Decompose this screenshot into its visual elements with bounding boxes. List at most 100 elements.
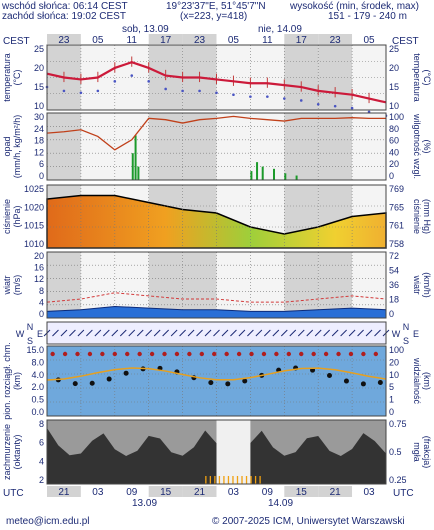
utc-right: UTC: [393, 488, 414, 499]
panel-unit-left: (oktanty): [12, 434, 22, 469]
visibility-dot: [224, 351, 229, 357]
bottom-hour-label: 21: [58, 487, 70, 498]
wind-arrow: [128, 329, 136, 337]
fog-bar: [254, 476, 257, 484]
time-shade: [47, 113, 81, 180]
cloud-dot: [72, 381, 78, 387]
visibility-dot: [261, 351, 267, 357]
visibility-dot: [187, 351, 192, 357]
bottom-hour-label: 09: [262, 487, 274, 498]
dewpoint-dot: [266, 95, 269, 98]
time-shade: [250, 252, 285, 318]
panel-unit-left: (hPa): [12, 205, 22, 227]
time-shade: [284, 113, 319, 180]
hour-cell: [148, 34, 183, 44]
hour-cell: [148, 486, 183, 497]
footer-copyright: © 2007-2025 ICM, Uniwersytet Warszawski: [212, 516, 405, 527]
dewpoint-dot: [147, 80, 150, 83]
panel-frame: [46, 251, 387, 319]
day2-label: nie, 14.09: [258, 24, 302, 35]
compass-N-left: N: [27, 322, 34, 332]
panel-frame: [46, 184, 387, 249]
temp-tick-right: 20: [389, 63, 399, 73]
wind-tick-left: 20: [34, 251, 44, 261]
hour-cell: [352, 486, 386, 497]
footer-email[interactable]: meteo@icm.edu.pl: [6, 516, 90, 527]
panel-unit-right: (km/h): [422, 272, 432, 298]
visibility-dot: [236, 351, 242, 357]
dewpoint-dot: [96, 89, 100, 93]
cloud-tick-left: 0.0: [31, 407, 44, 417]
cloud-tick-left: 8.0: [31, 357, 44, 367]
wind-arrow: [221, 329, 229, 337]
bottom-hour-label: 03: [363, 487, 375, 498]
time-shade: [318, 113, 353, 180]
dewpoint-dot: [232, 93, 235, 97]
time-shade: [318, 252, 353, 318]
bottom-hour-label: 15: [160, 487, 172, 498]
precip-tick-right: 80: [389, 124, 399, 134]
dewpoint-dot: [198, 89, 201, 93]
dewpoint-dot: [299, 99, 303, 102]
compass-N-right: N: [403, 322, 410, 332]
humidity-line: [46, 115, 386, 151]
hour-cell: [216, 486, 251, 497]
panel-label-left: pion. rozciągł. chm.: [2, 342, 12, 420]
visibility-dot: [75, 351, 80, 357]
fog-bar: [205, 476, 207, 484]
cloud-tick-right: 10: [389, 370, 399, 380]
cloud-tick-right: 1: [389, 395, 394, 405]
panel-unit-left: (km): [12, 372, 22, 390]
fog-bar: [236, 476, 239, 484]
precip-bar: [261, 166, 264, 180]
fog-bar: [259, 476, 261, 484]
temp-tick-right: 25: [389, 44, 399, 54]
precip-tick-left: 18: [34, 136, 44, 146]
panel-label-right: ciśnienie: [412, 199, 422, 234]
dewpoint-dot: [113, 80, 117, 83]
dewpoint-dot: [316, 102, 320, 106]
wind-arrow: [374, 329, 381, 337]
dewpoint-dot: [130, 74, 134, 77]
fog-bar: [241, 476, 243, 484]
cloud-dot: [123, 370, 129, 376]
bottom-hour-label: 09: [126, 487, 138, 498]
pressure-tick-right: 765: [389, 202, 404, 212]
cloud-dot: [242, 378, 248, 384]
utc-left: UTC: [3, 488, 24, 499]
panel-label-right: wilgotność wzgl.: [412, 113, 422, 179]
time-shade: [216, 252, 251, 318]
wind-arrow: [136, 329, 144, 337]
top-hour-label: 23: [330, 35, 342, 46]
tz-left: CEST: [3, 36, 30, 47]
precip-tick-right: 40: [389, 147, 399, 157]
wind-arrow: [102, 329, 110, 337]
wind-arrow: [340, 329, 347, 337]
hour-cell: [284, 34, 319, 44]
panel-frame: [46, 345, 387, 417]
pressure-tick-right: 769: [389, 184, 404, 194]
panel-unit-right: (°C): [422, 69, 432, 85]
wind-arrow: [255, 329, 263, 337]
wind-arrow: [314, 329, 322, 337]
visibility-dot: [249, 351, 254, 357]
wind-arrow: [69, 329, 76, 337]
hour-cell: [250, 34, 285, 44]
cover-tick-left: 4: [39, 456, 44, 466]
wind-arrow: [213, 329, 220, 337]
panel-frame: [46, 112, 387, 181]
sunrise-text: wschód słońca: 06:14 CEST: [2, 1, 128, 12]
visibility-dot: [50, 351, 55, 357]
visibility-dot: [299, 351, 304, 357]
wind-arrow: [323, 329, 331, 337]
cloud-tick-left: 2.0: [31, 382, 44, 392]
wind-arrow: [119, 329, 127, 337]
visibility-dot: [112, 351, 118, 357]
wind-tick-right: 18: [389, 295, 399, 305]
wind-arrow: [263, 329, 271, 337]
panel-label-left: temperatura: [2, 53, 12, 102]
wind-arrow: [357, 329, 364, 337]
top-hour-label: 05: [228, 35, 240, 46]
fog-bar: [245, 476, 248, 484]
time-shade: [250, 113, 285, 180]
